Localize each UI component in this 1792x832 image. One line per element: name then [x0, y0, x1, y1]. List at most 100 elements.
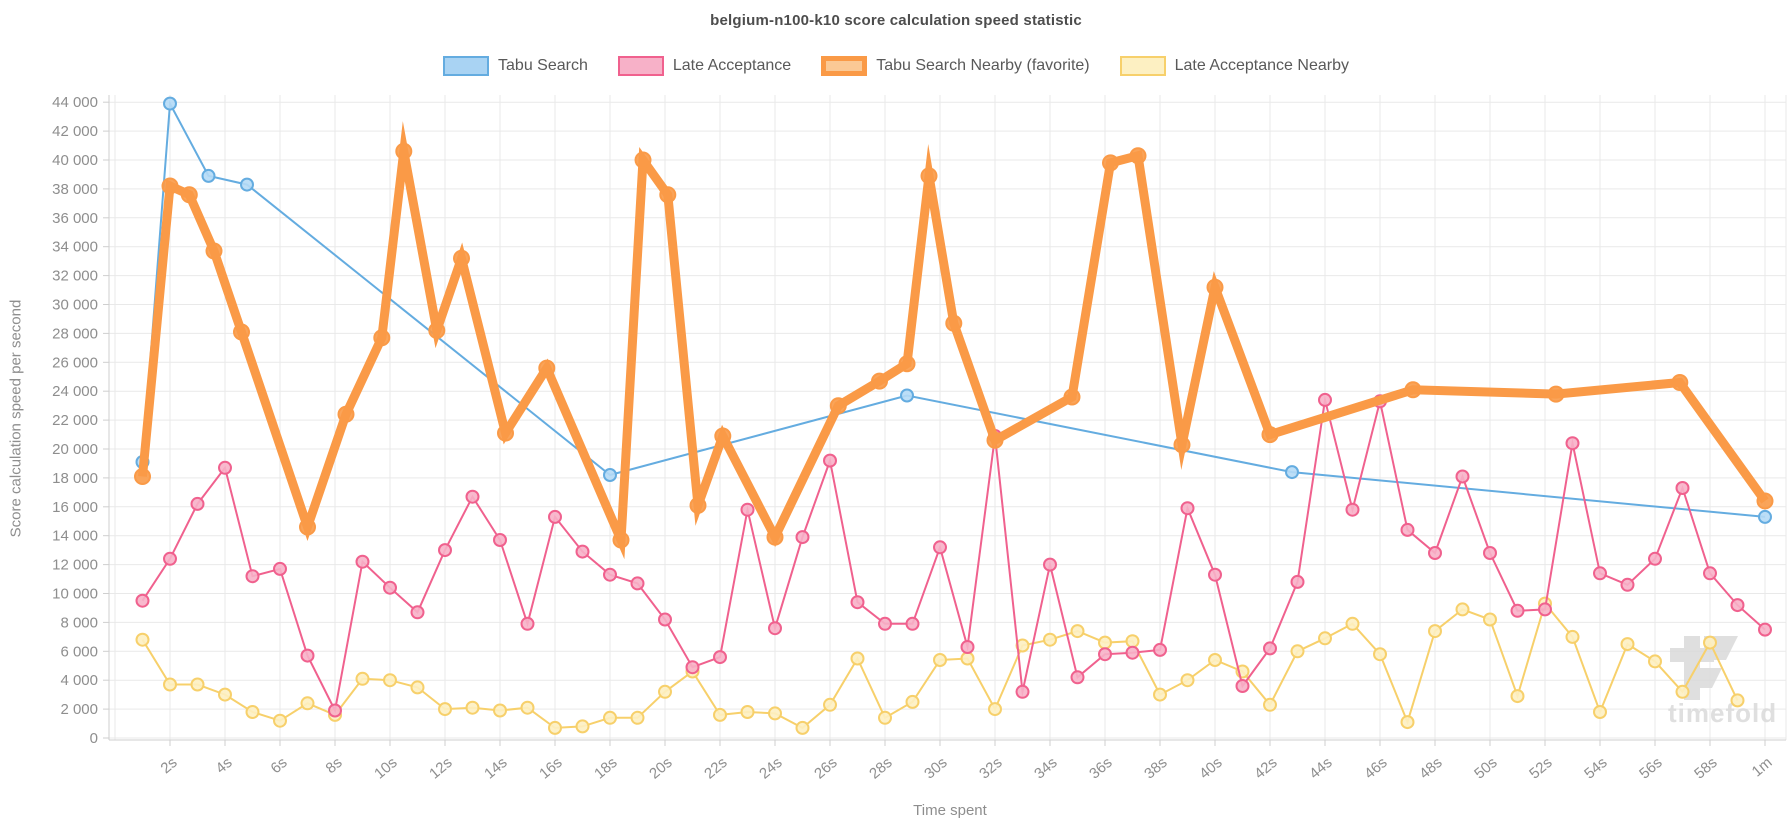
- data-point[interactable]: [713, 650, 727, 665]
- data-point[interactable]: [383, 580, 397, 595]
- data-point[interactable]: [190, 677, 205, 692]
- data-point[interactable]: [300, 648, 315, 663]
- data-point[interactable]: [1206, 278, 1224, 296]
- data-point[interactable]: [986, 431, 1004, 449]
- data-point[interactable]: [1510, 603, 1525, 618]
- data-point[interactable]: [1593, 705, 1607, 719]
- data-point[interactable]: [685, 660, 700, 675]
- data-point[interactable]: [1125, 645, 1140, 660]
- data-point[interactable]: [1565, 436, 1580, 451]
- data-point[interactable]: [766, 528, 784, 546]
- data-point[interactable]: [920, 167, 938, 185]
- data-point[interactable]: [218, 687, 232, 702]
- data-point[interactable]: [1671, 374, 1689, 391]
- data-point[interactable]: [898, 355, 916, 373]
- data-point[interactable]: [538, 359, 556, 377]
- legend-item-late-acceptance[interactable]: Late Acceptance: [617, 56, 791, 76]
- data-point[interactable]: [878, 710, 892, 725]
- data-point[interactable]: [1648, 551, 1662, 566]
- data-point[interactable]: [135, 593, 150, 608]
- data-point[interactable]: [1290, 574, 1305, 589]
- data-point[interactable]: [453, 249, 470, 267]
- data-point[interactable]: [548, 720, 562, 735]
- data-point[interactable]: [768, 706, 782, 721]
- legend-item-tabu-search[interactable]: Tabu Search: [443, 56, 588, 76]
- data-point[interactable]: [1510, 689, 1525, 704]
- data-point[interactable]: [960, 651, 975, 666]
- data-point[interactable]: [823, 697, 837, 712]
- data-point[interactable]: [1015, 684, 1030, 699]
- data-point[interactable]: [299, 518, 316, 536]
- data-point[interactable]: [575, 544, 590, 559]
- data-point[interactable]: [1098, 635, 1112, 650]
- data-point[interactable]: [493, 703, 507, 718]
- data-point[interactable]: [714, 427, 732, 445]
- data-point[interactable]: [240, 177, 254, 192]
- data-point[interactable]: [795, 530, 810, 545]
- data-point[interactable]: [1263, 641, 1277, 656]
- data-point[interactable]: [245, 705, 260, 719]
- data-point[interactable]: [1730, 598, 1745, 613]
- data-point[interactable]: [1043, 632, 1057, 647]
- data-point[interactable]: [1345, 502, 1360, 517]
- data-point[interactable]: [960, 640, 975, 654]
- data-point[interactable]: [205, 242, 223, 260]
- data-point[interactable]: [245, 569, 260, 584]
- data-point[interactable]: [740, 705, 755, 719]
- data-point[interactable]: [1758, 509, 1772, 524]
- data-point[interactable]: [1290, 644, 1305, 659]
- data-point[interactable]: [1620, 577, 1635, 592]
- data-point[interactable]: [603, 710, 617, 725]
- legend-item-tabu-search-nearby-favorite[interactable]: Tabu Search Nearby (favorite): [821, 56, 1090, 76]
- data-point[interactable]: [1538, 602, 1552, 617]
- data-point[interactable]: [1070, 670, 1085, 685]
- data-point[interactable]: [612, 531, 630, 549]
- data-point[interactable]: [1455, 602, 1470, 617]
- data-point[interactable]: [163, 551, 177, 566]
- data-point[interactable]: [634, 151, 652, 169]
- data-point[interactable]: [163, 677, 177, 692]
- data-point[interactable]: [218, 460, 232, 475]
- data-point[interactable]: [905, 694, 920, 709]
- data-point[interactable]: [795, 720, 810, 735]
- data-point[interactable]: [1400, 522, 1415, 537]
- data-point[interactable]: [410, 680, 425, 695]
- data-point[interactable]: [1756, 492, 1774, 510]
- data-point[interactable]: [383, 673, 397, 688]
- data-point[interactable]: [134, 468, 151, 485]
- data-point[interactable]: [355, 671, 370, 686]
- data-point[interactable]: [497, 424, 514, 442]
- data-point[interactable]: [850, 595, 865, 610]
- data-point[interactable]: [395, 142, 413, 160]
- data-point[interactable]: [300, 696, 315, 711]
- data-point[interactable]: [945, 314, 963, 332]
- data-point[interactable]: [933, 653, 947, 667]
- data-point[interactable]: [1263, 697, 1277, 712]
- data-point[interactable]: [1404, 381, 1422, 399]
- data-point[interactable]: [1043, 557, 1057, 572]
- data-point[interactable]: [740, 502, 755, 517]
- data-point[interactable]: [1483, 612, 1497, 627]
- data-point[interactable]: [1620, 637, 1635, 652]
- data-point[interactable]: [1180, 673, 1195, 688]
- data-point[interactable]: [1345, 616, 1360, 631]
- data-point[interactable]: [465, 489, 480, 504]
- data-point[interactable]: [871, 372, 888, 390]
- data-point[interactable]: [493, 533, 507, 547]
- data-point[interactable]: [1102, 154, 1119, 172]
- data-point[interactable]: [603, 567, 617, 582]
- data-point[interactable]: [1153, 642, 1167, 657]
- data-point[interactable]: [135, 632, 150, 647]
- data-point[interactable]: [1208, 653, 1222, 667]
- data-point[interactable]: [1758, 622, 1772, 637]
- data-point[interactable]: [933, 540, 947, 555]
- data-point[interactable]: [161, 177, 179, 195]
- data-point[interactable]: [1373, 647, 1387, 662]
- data-point[interactable]: [548, 509, 562, 524]
- data-point[interactable]: [659, 186, 677, 204]
- data-point[interactable]: [1703, 566, 1717, 581]
- data-point[interactable]: [233, 323, 250, 341]
- data-point[interactable]: [1125, 634, 1140, 649]
- data-point[interactable]: [328, 703, 342, 718]
- data-point[interactable]: [1129, 147, 1147, 165]
